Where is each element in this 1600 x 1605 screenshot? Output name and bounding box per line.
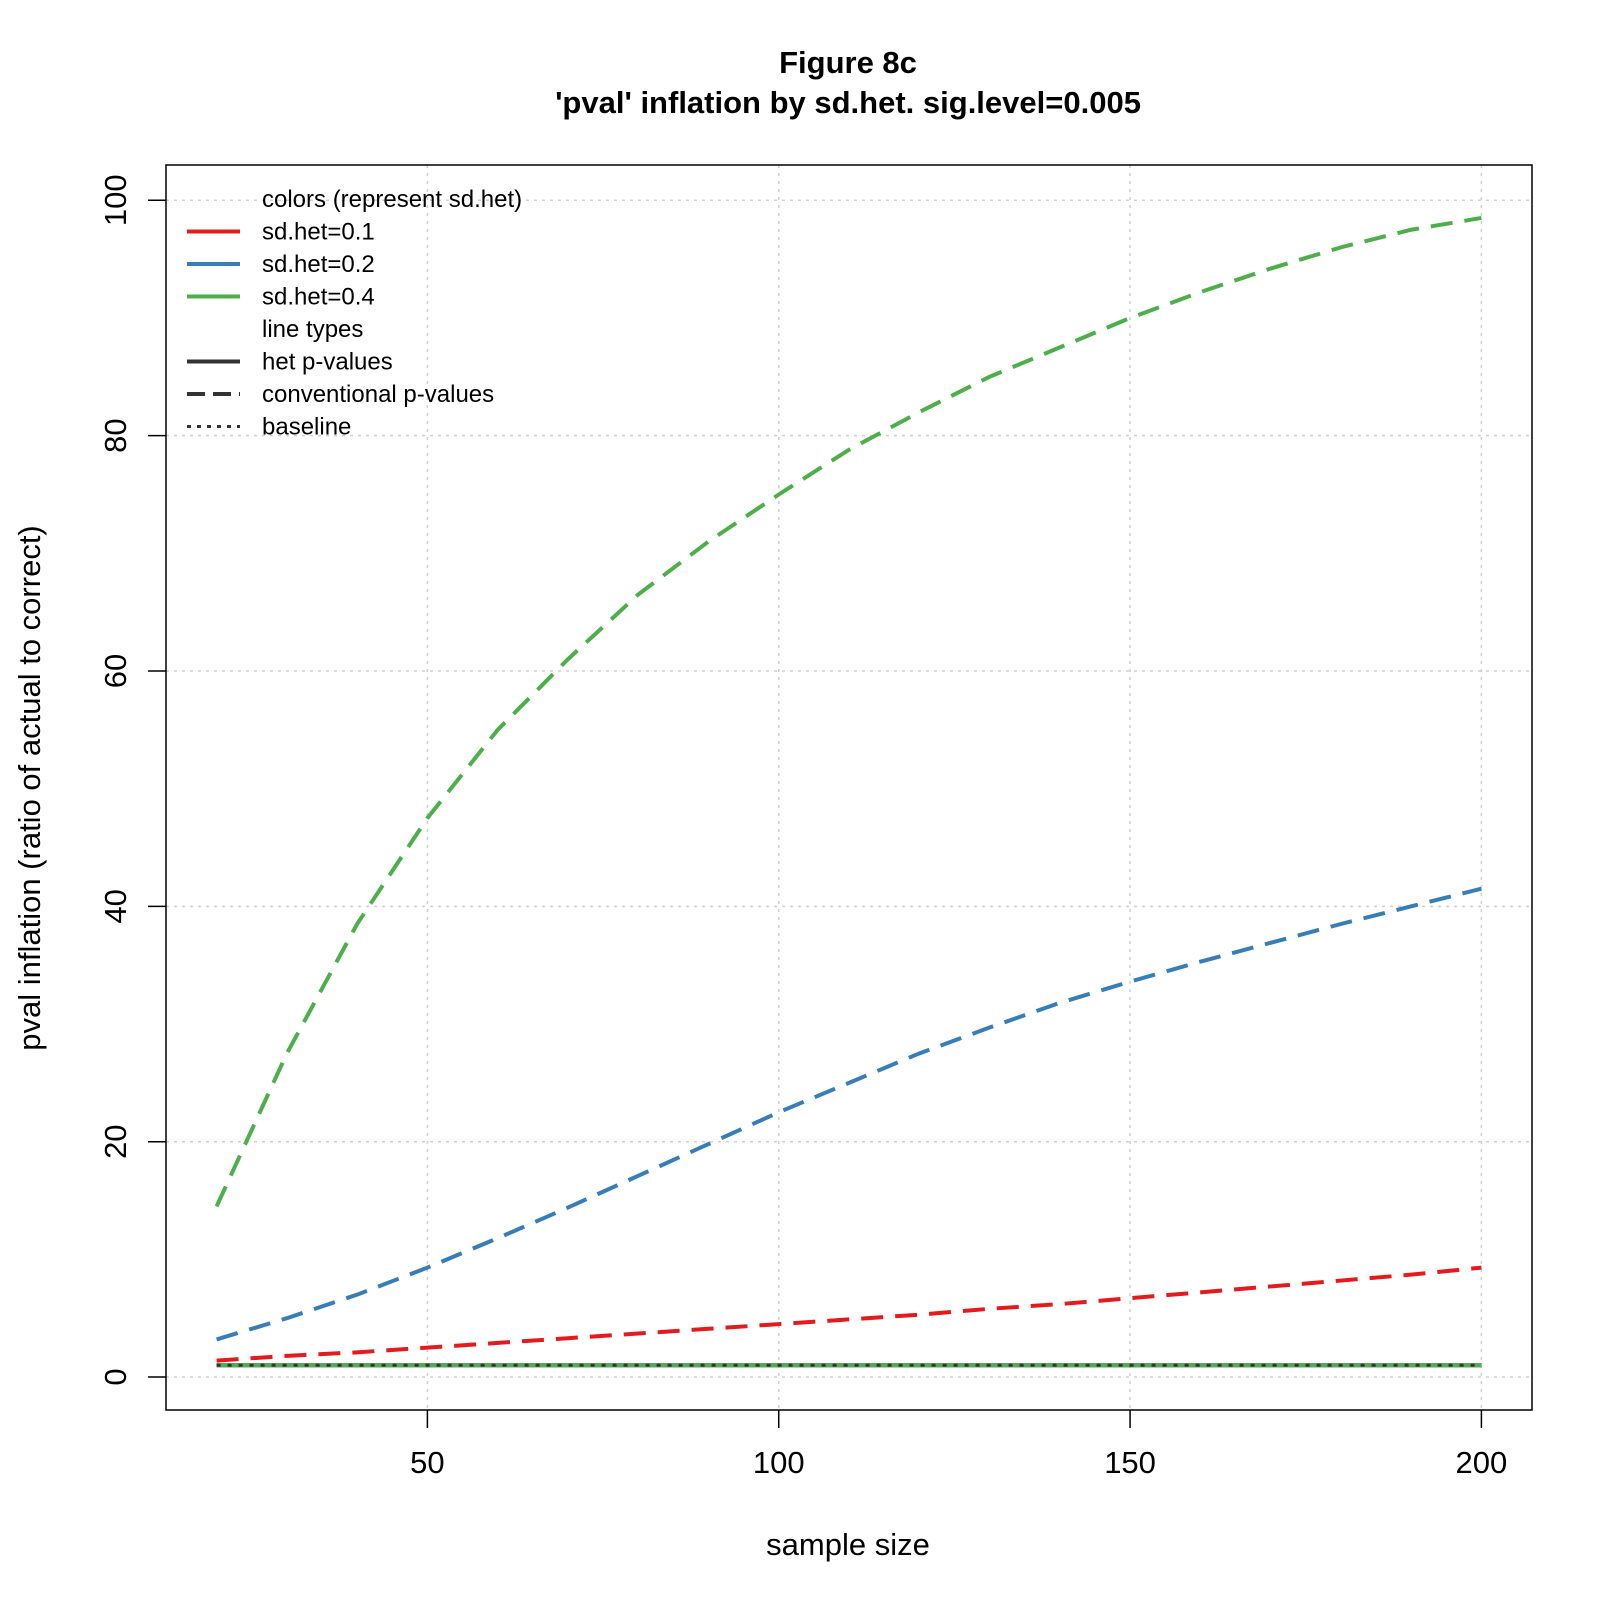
legend-colors-header: colors (represent sd.het) <box>262 186 522 213</box>
x-tick-label-150: 150 <box>1104 1445 1156 1480</box>
x-tick-label-50: 50 <box>410 1445 444 1480</box>
y-axis-label: pval inflation (ratio of actual to corre… <box>12 525 47 1051</box>
legend-linetype-label-3: baseline <box>262 414 351 441</box>
y-tick-label-80: 80 <box>98 418 133 452</box>
legend-label-3: sd.het=0.4 <box>262 284 375 311</box>
y-tick-label-20: 20 <box>98 1124 133 1158</box>
y-tick-label-60: 60 <box>98 654 133 688</box>
legend-label-1: sd.het=0.1 <box>262 219 375 246</box>
x-tick-label-200: 200 <box>1456 1445 1508 1480</box>
legend-linetypes-header: line types <box>262 316 363 343</box>
series-lines <box>214 215 1482 1368</box>
series-line-sd-het-0-2-conventional-p-values <box>216 886 1482 1342</box>
plot-frame <box>165 164 1533 1411</box>
y-tick-label-0: 0 <box>98 1368 133 1385</box>
x-tick-label-100: 100 <box>753 1445 805 1480</box>
chart-subtitle: 'pval' inflation by sd.het. sig.level=0.… <box>555 85 1141 120</box>
legend: colors (represent sd.het) sd.het=0.1 sd.he… <box>187 186 522 441</box>
legend-linetype-label-2: conventional p-values <box>262 381 494 408</box>
y-tick-label-40: 40 <box>98 889 133 923</box>
axes: 50 100 150 200 0 20 40 60 80 100 <box>98 164 1533 1480</box>
legend-label-2: sd.het=0.2 <box>262 251 375 278</box>
chart-title: Figure 8c <box>779 45 917 80</box>
grid-lines <box>166 165 1532 1410</box>
x-axis-label: sample size <box>766 1527 930 1562</box>
y-tick-label-100: 100 <box>98 174 133 226</box>
series-line-sd-het-0-4-conventional-p-values <box>214 215 1482 1208</box>
series-line-sd-het-0-1-conventional-p-values <box>216 1265 1482 1363</box>
legend-linetype-label-1: het p-values <box>262 349 393 376</box>
